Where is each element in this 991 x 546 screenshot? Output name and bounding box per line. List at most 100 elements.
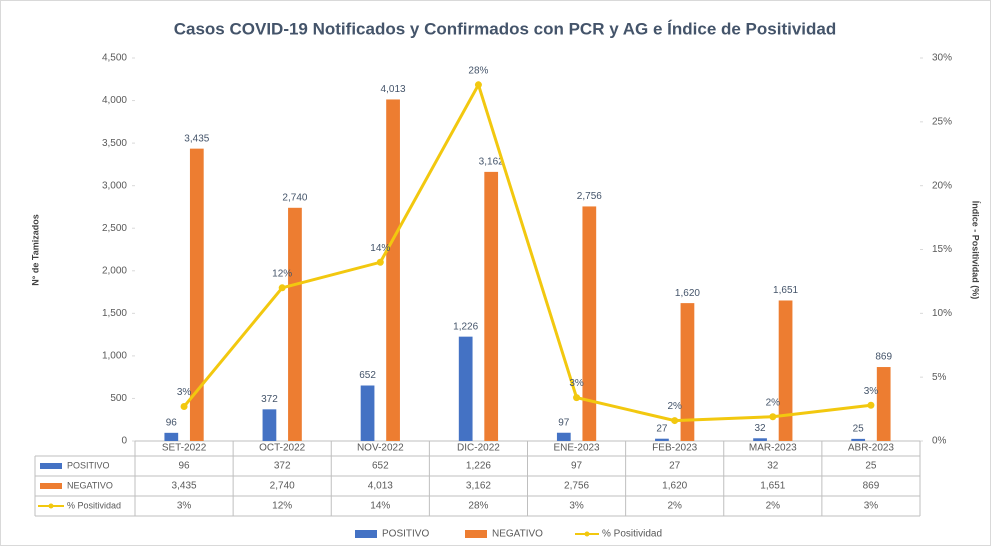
y-axis-title: N° de Tamizados <box>30 214 40 285</box>
bar <box>164 432 179 441</box>
line-point <box>671 417 679 425</box>
table-cell: 12% <box>272 501 292 512</box>
table-cell: 14% <box>370 501 390 512</box>
y2-tick-label: 10% <box>932 308 952 319</box>
table-cell: 96 <box>179 461 191 472</box>
y-tick-label: 1,000 <box>102 351 127 362</box>
bar <box>386 99 400 442</box>
line <box>182 81 872 423</box>
bar <box>582 206 597 441</box>
data-label: 1,651 <box>773 285 798 296</box>
table-cell: 2,756 <box>564 481 589 492</box>
data-label: 97 <box>558 417 570 428</box>
x-tick-label: ENE-2023 <box>553 443 600 454</box>
table-cell: 652 <box>372 461 389 472</box>
data-label: 372 <box>261 394 278 405</box>
table-cell: 32 <box>767 461 779 472</box>
x-tick-label: OCT-2022 <box>259 443 306 454</box>
y-tick-label: 3,500 <box>102 138 127 149</box>
bar <box>262 409 277 441</box>
x-tick-label: DIC-2022 <box>457 443 500 454</box>
y-tick-label: 4,000 <box>102 95 127 106</box>
table-cell: 1,620 <box>662 481 687 492</box>
table-cell: 372 <box>274 461 291 472</box>
bar <box>189 148 204 442</box>
table-cell: 2,740 <box>270 481 295 492</box>
x-tick-label: MAR-2023 <box>749 443 797 454</box>
table-cell: 3,435 <box>172 481 197 492</box>
y-tick-label: 2,500 <box>102 223 127 234</box>
legend-label: % Positividad <box>602 529 662 540</box>
y2-tick-label: 0% <box>932 436 947 447</box>
legend-key <box>355 530 377 538</box>
data-label: 2,756 <box>577 191 602 202</box>
bar <box>680 303 695 441</box>
table-cell: 1,651 <box>760 481 785 492</box>
y2-tick-label: 5% <box>932 372 947 383</box>
line-point <box>180 403 188 411</box>
legend-label: POSITIVO <box>382 529 429 540</box>
bar <box>484 171 499 441</box>
data-label: 96 <box>166 417 178 428</box>
legend-key <box>465 530 487 538</box>
line-point <box>278 284 286 292</box>
data-label: 3,162 <box>479 157 504 168</box>
x-tick-label: NOV-2022 <box>357 443 404 454</box>
y2-axis-title: Índice - Positividad (%) <box>971 201 981 300</box>
bar <box>458 336 473 441</box>
line-point <box>474 81 482 89</box>
table-cell: 1,226 <box>466 461 491 472</box>
data-label: 3,435 <box>184 133 209 144</box>
data-label: 2% <box>766 397 781 408</box>
x-tick-label: ABR-2023 <box>848 443 895 454</box>
table-cell: 3% <box>569 501 584 512</box>
line-point <box>769 413 777 421</box>
table-cell: 3,162 <box>466 481 491 492</box>
bar <box>851 438 866 441</box>
bar <box>288 207 302 441</box>
y-tick-label: 1,500 <box>102 308 127 319</box>
table-cell: 4,013 <box>368 481 393 492</box>
legend-label: NEGATIVO <box>492 529 543 540</box>
table-cell: 3% <box>177 501 192 512</box>
table-key <box>40 483 62 489</box>
bar <box>876 367 891 441</box>
table-cell: 3% <box>864 501 879 512</box>
data-label: 2% <box>667 401 682 412</box>
table-key <box>48 503 54 509</box>
data-label: 32 <box>754 423 766 434</box>
table-key <box>40 463 62 469</box>
x-tick-label: SET-2022 <box>162 443 207 454</box>
y-tick-label: 2,000 <box>102 265 127 276</box>
y2-tick-label: 15% <box>932 244 952 255</box>
data-label: 4,013 <box>381 84 406 95</box>
table-cell: 25 <box>865 461 877 472</box>
table-row-label: % Positividad <box>67 500 121 510</box>
y2-tick-label: 25% <box>932 116 952 127</box>
chart-title: Casos COVID-19 Notificados y Confirmados… <box>174 19 837 38</box>
legend-key <box>584 531 590 537</box>
line-point <box>573 394 581 402</box>
data-label: 3% <box>864 386 879 397</box>
table-cell: 28% <box>468 501 488 512</box>
line-point <box>867 401 875 409</box>
table-cell: 2% <box>766 501 781 512</box>
data-label: 12% <box>272 268 292 279</box>
table-cell: 97 <box>571 461 583 472</box>
line-point <box>376 258 384 266</box>
data-label: 14% <box>370 243 390 254</box>
data-label: 869 <box>875 352 892 363</box>
data-label: 3% <box>177 387 192 398</box>
y-tick-label: 0 <box>121 436 127 447</box>
data-label: 28% <box>468 65 488 76</box>
y-tick-label: 3,000 <box>102 180 127 191</box>
data-label: 27 <box>656 423 668 434</box>
table-row-label: POSITIVO <box>67 460 110 470</box>
y-tick-label: 4,500 <box>102 53 127 64</box>
y2-tick-label: 30% <box>932 53 952 64</box>
table-cell: 2% <box>667 501 682 512</box>
data-label: 3% <box>569 378 584 389</box>
data-label: 25 <box>853 424 865 435</box>
bar <box>556 432 571 441</box>
